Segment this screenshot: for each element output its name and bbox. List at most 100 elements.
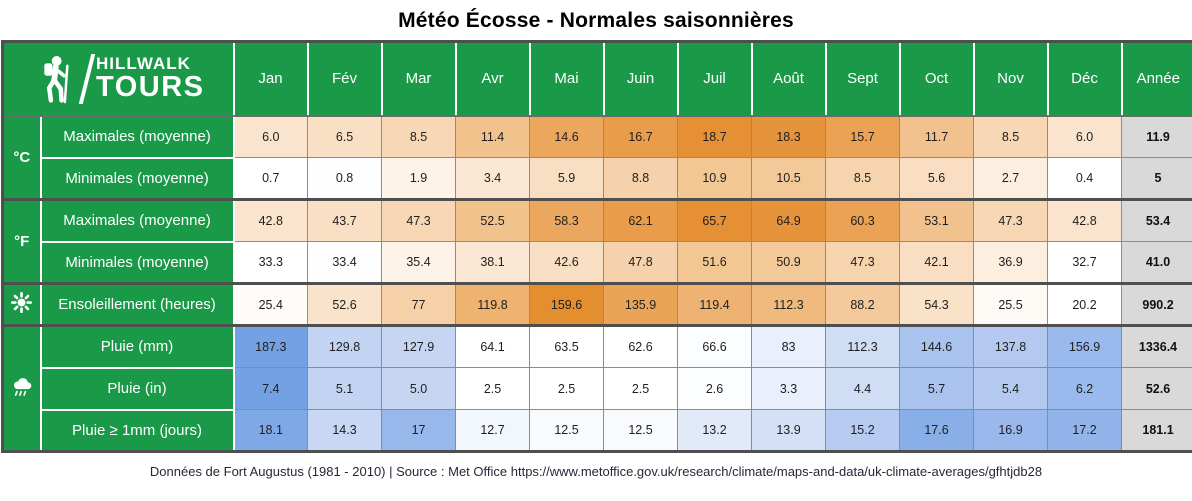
row-label: Minimales (moyenne) (39, 156, 235, 201)
value-cell: 11.4 (455, 115, 531, 158)
row-label: Ensoleillement (heures) (39, 282, 235, 327)
value-cell: 6.2 (1047, 367, 1123, 410)
table-row: Pluie ≥ 1mm (jours) 18.1 14.3 17 12.7 12.5 12.… (3, 408, 1192, 453)
value-cell: 14.3 (307, 409, 383, 452)
logo-text-bottom: TOURS (96, 71, 205, 104)
value-cell: 53.1 (899, 198, 975, 242)
value-cell: 8.8 (603, 157, 679, 200)
rain-cloud-icon (13, 377, 32, 396)
value-cell: 20.2 (1047, 282, 1123, 326)
value-cell: 16.9 (973, 409, 1049, 452)
value-cell: 50.9 (751, 241, 827, 284)
year-column-header: Année (1120, 40, 1192, 117)
row-label: Maximales (moyenne) (39, 198, 235, 243)
value-cell: 42.8 (233, 198, 309, 242)
year-total-cell: 1336.4 (1121, 324, 1192, 368)
value-cell: 62.6 (603, 324, 679, 368)
month-column-header: Juil (676, 40, 753, 117)
value-cell: 43.7 (307, 198, 383, 242)
value-cell: 4.4 (825, 367, 901, 410)
value-cell: 127.9 (381, 324, 457, 368)
table-header-row: HILLWALK TOURS Jan Fév Mar Avr Mai Juin Juil Ao… (1, 40, 1192, 117)
value-cell: 58.3 (529, 198, 605, 242)
value-cell: 77 (381, 282, 457, 326)
value-cell: 83 (751, 324, 827, 368)
year-total-cell: 53.4 (1121, 198, 1192, 242)
value-cell: 6.5 (307, 115, 383, 158)
value-cell: 64.9 (751, 198, 827, 242)
value-cell: 66.6 (677, 324, 753, 368)
value-cell: 187.3 (233, 324, 309, 368)
value-cell: 144.6 (899, 324, 975, 368)
row-label: Pluie ≥ 1mm (jours) (39, 408, 235, 453)
year-total-cell: 41.0 (1121, 241, 1192, 284)
month-column-header: Mai (528, 40, 605, 117)
value-cell: 35.4 (381, 241, 457, 284)
table-row: °C Maximales (moyenne) 6.0 6.5 8.5 11.4 14.6 16… (1, 114, 1192, 201)
value-cell: 16.7 (603, 115, 679, 158)
value-cell: 51.6 (677, 241, 753, 284)
celsius-icon: °C (1, 114, 42, 201)
value-cell: 62.1 (603, 198, 679, 242)
month-column-header: Fév (306, 40, 383, 117)
hiker-icon (44, 55, 69, 103)
month-column-header: Sept (824, 40, 901, 117)
value-cell: 17.2 (1047, 409, 1123, 452)
month-column-header: Avr (454, 40, 531, 117)
value-cell: 52.5 (455, 198, 531, 242)
value-cell: 159.6 (529, 282, 605, 326)
value-cell: 0.8 (307, 157, 383, 200)
value-cell: 112.3 (825, 324, 901, 368)
value-cell: 137.8 (973, 324, 1049, 368)
value-cell: 33.3 (233, 241, 309, 284)
value-cell: 2.6 (677, 367, 753, 410)
value-cell: 52.6 (307, 282, 383, 326)
table-row: Ensoleillement (heures) 25.4 52.6 77 119.8 15… (1, 282, 1192, 327)
year-total-cell: 990.2 (1121, 282, 1192, 326)
value-cell: 5.0 (381, 367, 457, 410)
logo-text-top: HILLWALK (96, 54, 191, 74)
value-cell: 17 (381, 409, 457, 452)
value-cell: 60.3 (825, 198, 901, 242)
value-cell: 63.5 (529, 324, 605, 368)
value-cell: 47.3 (825, 241, 901, 284)
sun-icon (1, 282, 42, 327)
table-row: °F Maximales (moyenne) 42.8 43.7 47.3 52.5 58.… (1, 198, 1192, 285)
value-cell: 42.6 (529, 241, 605, 284)
month-column-header: Juin (602, 40, 679, 117)
value-cell: 5.7 (899, 367, 975, 410)
value-cell: 6.0 (233, 115, 309, 158)
value-cell: 0.4 (1047, 157, 1123, 200)
row-label: Pluie (in) (39, 366, 235, 411)
year-total-cell: 11.9 (1121, 115, 1192, 158)
table-body: °C Maximales (moyenne) 6.0 6.5 8.5 11.4 14.6 16… (1, 114, 1192, 453)
value-cell: 47.8 (603, 241, 679, 284)
value-cell: 119.4 (677, 282, 753, 326)
value-cell: 38.1 (455, 241, 531, 284)
value-cell: 7.4 (233, 367, 309, 410)
value-cell: 13.9 (751, 409, 827, 452)
value-cell: 42.8 (1047, 198, 1123, 242)
value-cell: 36.9 (973, 241, 1049, 284)
value-cell: 42.1 (899, 241, 975, 284)
month-column-header: Jan (232, 40, 309, 117)
value-cell: 5.4 (973, 367, 1049, 410)
value-cell: 64.1 (455, 324, 531, 368)
value-cell: 12.7 (455, 409, 531, 452)
value-cell: 18.7 (677, 115, 753, 158)
sun-icon (11, 292, 33, 313)
value-cell: 5.1 (307, 367, 383, 410)
month-column-header: Déc (1046, 40, 1123, 117)
value-cell: 15.7 (825, 115, 901, 158)
logo: HILLWALK TOURS (1, 40, 235, 117)
row-label: Pluie (mm) (39, 324, 235, 369)
value-cell: 10.5 (751, 157, 827, 200)
value-cell: 32.7 (1047, 241, 1123, 284)
value-cell: 18.3 (751, 115, 827, 158)
value-cell: 65.7 (677, 198, 753, 242)
row-label: Minimales (moyenne) (39, 240, 235, 285)
value-cell: 2.7 (973, 157, 1049, 200)
value-cell: 2.5 (603, 367, 679, 410)
value-cell: 119.8 (455, 282, 531, 326)
value-cell: 10.9 (677, 157, 753, 200)
